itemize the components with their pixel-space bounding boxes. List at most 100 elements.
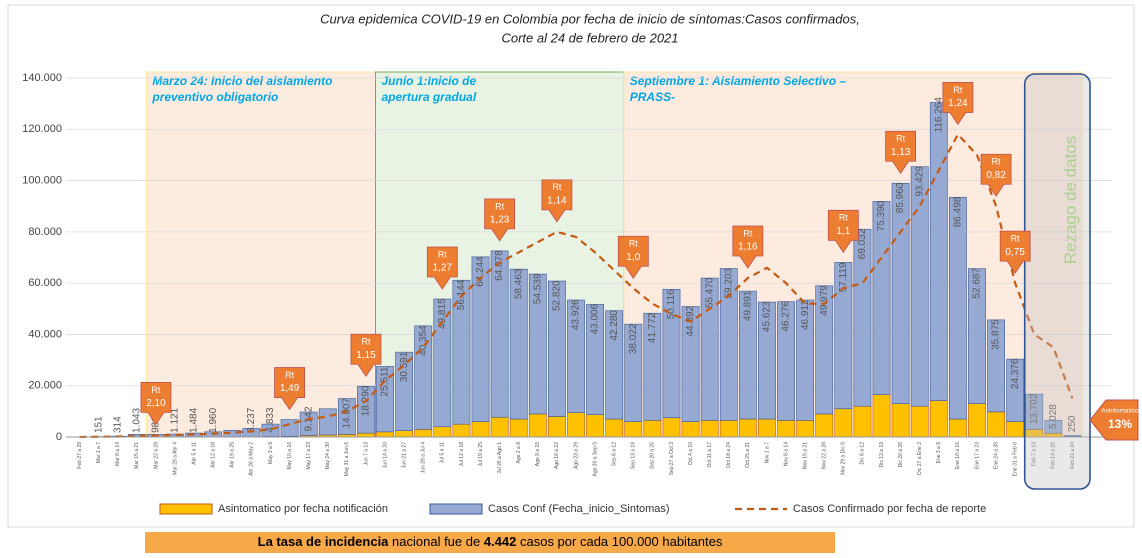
legend-swatch bbox=[430, 504, 482, 514]
bar-value-label: 75.390 bbox=[876, 200, 887, 231]
lag-box bbox=[1025, 74, 1090, 489]
chart-title: Curva epidemica COVID-19 en Colombia por… bbox=[320, 11, 860, 26]
bar-segment bbox=[548, 416, 565, 437]
x-tick-label: May 17 a 23 bbox=[306, 442, 312, 470]
bar-value-label: 85.960 bbox=[895, 182, 906, 213]
x-tick-label: Abr 12 a 18 bbox=[211, 442, 217, 468]
x-tick-label: Abr 19 a 25 bbox=[230, 442, 236, 468]
bar-segment bbox=[854, 406, 871, 437]
y-tick-label: 140.000 bbox=[22, 72, 62, 84]
bar-segment bbox=[949, 419, 966, 437]
x-tick-label: Nov 15 a 21 bbox=[802, 442, 808, 469]
bar-segment bbox=[510, 419, 527, 437]
bar-value-label: 41.772 bbox=[647, 312, 658, 343]
bar-segment bbox=[682, 422, 699, 437]
rt-label: Rt bbox=[552, 182, 561, 192]
period-label: Junio 1:Inicio de bbox=[382, 74, 477, 88]
y-tick-label: 60.000 bbox=[28, 277, 62, 289]
bar-value-label: 38.022 bbox=[628, 323, 639, 354]
bar-value-label: 151 bbox=[93, 416, 104, 433]
rt-label: Rt bbox=[992, 157, 1001, 167]
bar-segment bbox=[911, 406, 928, 437]
rt-label: Rt bbox=[629, 239, 638, 249]
x-tick-label: Oct 18 a 24 bbox=[726, 442, 732, 468]
rt-value: 1,24 bbox=[948, 98, 968, 109]
footer-part: La tasa de incidencia bbox=[258, 534, 390, 549]
bar-value-label: 43.006 bbox=[590, 303, 601, 334]
bar-value-label: 25.511 bbox=[380, 366, 391, 396]
rt-label: Rt bbox=[1011, 234, 1020, 244]
x-tick-label: Jun 14 a 20 bbox=[382, 442, 388, 468]
period-label: apertura gradual bbox=[382, 90, 477, 104]
x-tick-label: Ago 2 a 8 bbox=[516, 442, 522, 464]
x-tick-label: Dic 20 a 26 bbox=[898, 442, 904, 468]
bar-value-label: 58.463 bbox=[513, 268, 524, 299]
rt-label: Rt bbox=[896, 134, 905, 144]
bar-segment bbox=[357, 433, 374, 437]
rt-label: Rt bbox=[495, 201, 504, 211]
x-tick-label: Oct 4 a 10 bbox=[688, 442, 694, 465]
y-tick-label: 0 bbox=[56, 431, 62, 443]
x-tick-label: Feb 27 a 29 bbox=[77, 442, 83, 469]
bar-segment bbox=[892, 183, 909, 403]
period-label: Marzo 24: Inicio del aislamiento bbox=[152, 74, 332, 88]
x-tick-label: Nov 22 a 28 bbox=[822, 442, 828, 469]
rt-value: 0,82 bbox=[986, 170, 1006, 181]
bar-segment bbox=[758, 419, 775, 437]
legend-label: Asintomatico por fecha notificación bbox=[218, 503, 388, 515]
footer-text: La tasa de incidencia nacional fue de 4.… bbox=[258, 534, 723, 549]
bar-value-label: 45.623 bbox=[762, 301, 773, 332]
x-tick-label: Ene 24 a 30 bbox=[993, 442, 999, 469]
rt-value: 1,16 bbox=[738, 242, 758, 253]
x-tick-label: Jul 12 a 18 bbox=[459, 442, 465, 467]
rt-value: 1,0 bbox=[626, 252, 640, 263]
x-tick-label: Nov 29 a Dic 5 bbox=[841, 442, 847, 475]
rt-label: Rt bbox=[151, 385, 160, 395]
bar-value-label: 64.244 bbox=[475, 256, 486, 287]
bar-value-label: 49.815 bbox=[437, 298, 448, 329]
bar-segment bbox=[777, 420, 794, 437]
bar-value-label: 93.429 bbox=[914, 166, 925, 197]
bar-segment bbox=[663, 418, 680, 437]
rt-label: Rt bbox=[953, 85, 962, 95]
bar-value-label: 3.237 bbox=[246, 407, 257, 432]
bar-value-label: 24.376 bbox=[1010, 358, 1021, 389]
bar-value-label: 46.912 bbox=[800, 299, 811, 330]
rt-label: Rt bbox=[361, 337, 370, 347]
bar-segment bbox=[987, 412, 1004, 437]
bar-value-label: 54.539 bbox=[532, 273, 543, 304]
y-tick-label: 80.000 bbox=[28, 226, 62, 238]
y-tick-label: 20.000 bbox=[28, 380, 62, 392]
chart-title: Corte al 24 de febrero de 2021 bbox=[501, 30, 678, 45]
x-tick-label: Nov 8 a 14 bbox=[783, 442, 789, 466]
bar-value-label: 55.470 bbox=[704, 277, 715, 308]
bar-value-label: 49.891 bbox=[742, 290, 753, 321]
period-label: PRASS- bbox=[630, 90, 675, 104]
x-tick-label: Ene 17 a 23 bbox=[974, 442, 980, 469]
rt-value: 2,10 bbox=[146, 398, 166, 409]
bar-value-label: 59.203 bbox=[723, 267, 734, 298]
bar-segment bbox=[892, 404, 909, 437]
rt-value: 1,1 bbox=[836, 226, 850, 237]
bar-segment bbox=[835, 409, 852, 437]
legend-label: Casos Confirmado por fecha de reporte bbox=[793, 503, 986, 515]
rt-value: 0,75 bbox=[1005, 247, 1025, 258]
x-tick-label: Jul 5 a 11 bbox=[440, 442, 446, 464]
period-label: Septiembre 1: Aislamiento Selectivo – bbox=[630, 74, 847, 88]
bar-segment bbox=[968, 404, 985, 437]
bar-segment bbox=[606, 419, 623, 437]
x-tick-label: Sep 6 a 12 bbox=[612, 442, 618, 466]
bar-segment bbox=[701, 420, 718, 437]
bar-value-label: 35.875 bbox=[991, 319, 1002, 350]
bar-segment bbox=[472, 422, 489, 437]
footer-part: nacional fue de bbox=[388, 534, 483, 549]
bar-value-label: 52.820 bbox=[552, 280, 563, 311]
x-tick-label: Ago 30 a Sep 5 bbox=[592, 442, 598, 477]
rt-value: 1,13 bbox=[891, 147, 911, 158]
x-tick-label: Ene 3 a 9 bbox=[936, 442, 942, 464]
bar-segment bbox=[434, 427, 451, 437]
bar-value-label: 314 bbox=[112, 416, 123, 433]
y-tick-label: 100.000 bbox=[22, 174, 62, 186]
bar-segment bbox=[1007, 422, 1024, 437]
